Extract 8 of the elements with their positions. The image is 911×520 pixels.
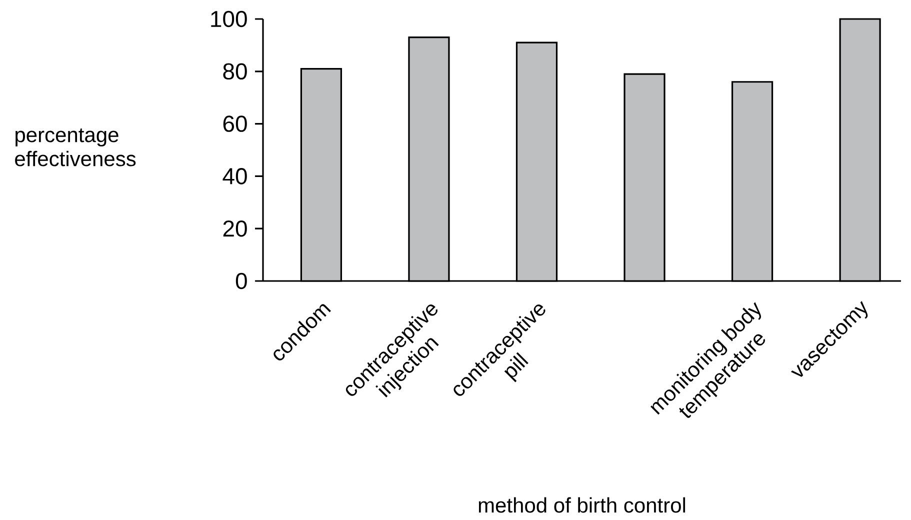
y-tick-label: 60 xyxy=(223,116,247,132)
y-axis-title: percentage effectiveness xyxy=(15,128,136,166)
y-tick-label: 80 xyxy=(223,63,247,80)
y-tick-label: 100 xyxy=(211,10,247,28)
y-tick-label: 40 xyxy=(222,168,247,184)
y-tick-label: 0 xyxy=(236,272,247,290)
x-axis-title: method of birth control xyxy=(478,497,686,513)
y-tick-label: 20 xyxy=(223,220,247,237)
